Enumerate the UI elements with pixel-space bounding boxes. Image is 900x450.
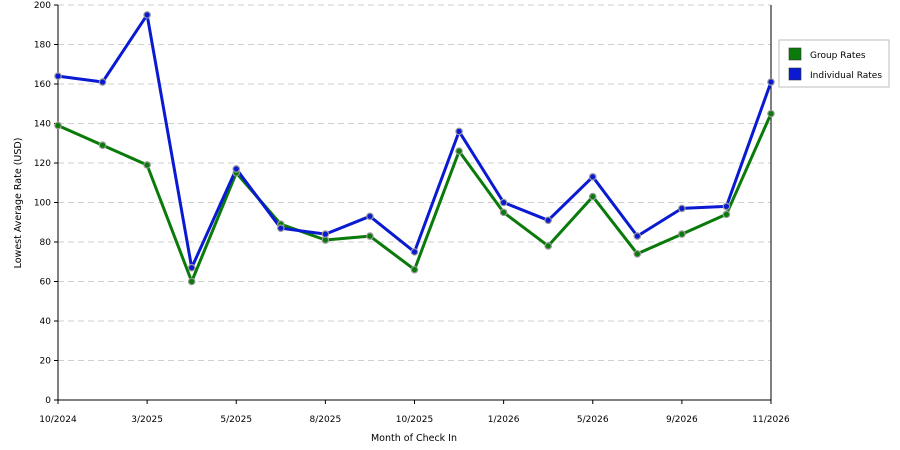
y-tick-label: 160 [34, 80, 51, 90]
x-tick-label: 9/2026 [666, 415, 698, 425]
axes [54, 4, 772, 404]
individual-rates-point [366, 212, 374, 221]
individual-rates-point [544, 216, 552, 225]
x-tick-label: 5/2025 [220, 415, 252, 425]
y-tick-label: 180 [34, 41, 51, 51]
individual-rates-point [410, 248, 419, 256]
y-axis-label: Lowest Average Rate (USD) [13, 138, 24, 269]
x-tick-label: 10/2024 [39, 415, 77, 425]
individual-rates-point [767, 78, 775, 86]
y-tick-label: 20 [40, 357, 52, 367]
individual-rates-point [321, 230, 330, 238]
grid-lines [58, 4, 771, 361]
group-rates-point [410, 265, 419, 274]
group-rates-legend-label: Group Rates [810, 51, 866, 61]
y-tick-label: 140 [34, 120, 51, 130]
group-rates-point [143, 161, 151, 169]
group-rates-point [187, 277, 196, 286]
series-lines [57, 13, 773, 283]
x-tick-label: 3/2025 [131, 415, 163, 425]
individual-rates-point [499, 198, 508, 207]
tick-labels: 0 20 40 60 80 100 120 140 160 180 200 10/2024 3/2025… [34, 1, 790, 425]
y-tick-label: 100 [34, 199, 51, 209]
group-rates-point [767, 109, 775, 118]
y-tick-label: 60 [40, 278, 52, 288]
x-tick-label: 8/2025 [310, 415, 342, 425]
group-rates-point [98, 141, 107, 150]
individual-rates-line [57, 13, 773, 270]
individual-rates-point [54, 72, 62, 80]
data-points [54, 11, 775, 286]
group-rates-point [54, 121, 62, 130]
x-tick-label: 11/2026 [752, 415, 790, 425]
group-rates-line [57, 112, 773, 283]
group-rates-point [499, 208, 508, 217]
y-tick-label: 40 [40, 317, 52, 327]
individual-rates-legend-label: Individual Rates [810, 71, 882, 81]
y-tick-label: 0 [45, 396, 51, 406]
group-rates-legend-swatch [788, 47, 802, 61]
group-rates-point [544, 242, 552, 250]
individual-rates-legend-swatch [788, 67, 802, 81]
legend: Group Rates Individual Rates [778, 39, 890, 88]
group-rates-point [633, 250, 642, 258]
group-rates-point [366, 232, 374, 240]
individual-rates-point [277, 224, 285, 232]
group-rates-point [722, 210, 731, 219]
y-tick-label: 200 [34, 1, 51, 11]
x-axis-label: Month of Check In [371, 433, 457, 444]
individual-rates-point [678, 204, 686, 213]
individual-rates-point [232, 165, 241, 173]
individual-rates-point [187, 263, 196, 272]
x-tick-label: 10/2025 [396, 415, 433, 425]
y-tick-label: 120 [34, 159, 51, 169]
individual-rates-point [455, 127, 463, 136]
x-tick-label: 1/2026 [488, 415, 520, 425]
group-rates-point [588, 192, 597, 201]
group-rates-point [678, 230, 686, 238]
individual-rates-point [588, 173, 597, 181]
individual-rates-point [722, 202, 731, 211]
y-tick-label: 80 [40, 238, 52, 248]
individual-rates-point [98, 78, 107, 86]
x-tick-label: 5/2026 [577, 415, 609, 425]
individual-rates-point [143, 11, 151, 19]
individual-rates-point [633, 232, 642, 240]
group-rates-point [455, 147, 463, 155]
